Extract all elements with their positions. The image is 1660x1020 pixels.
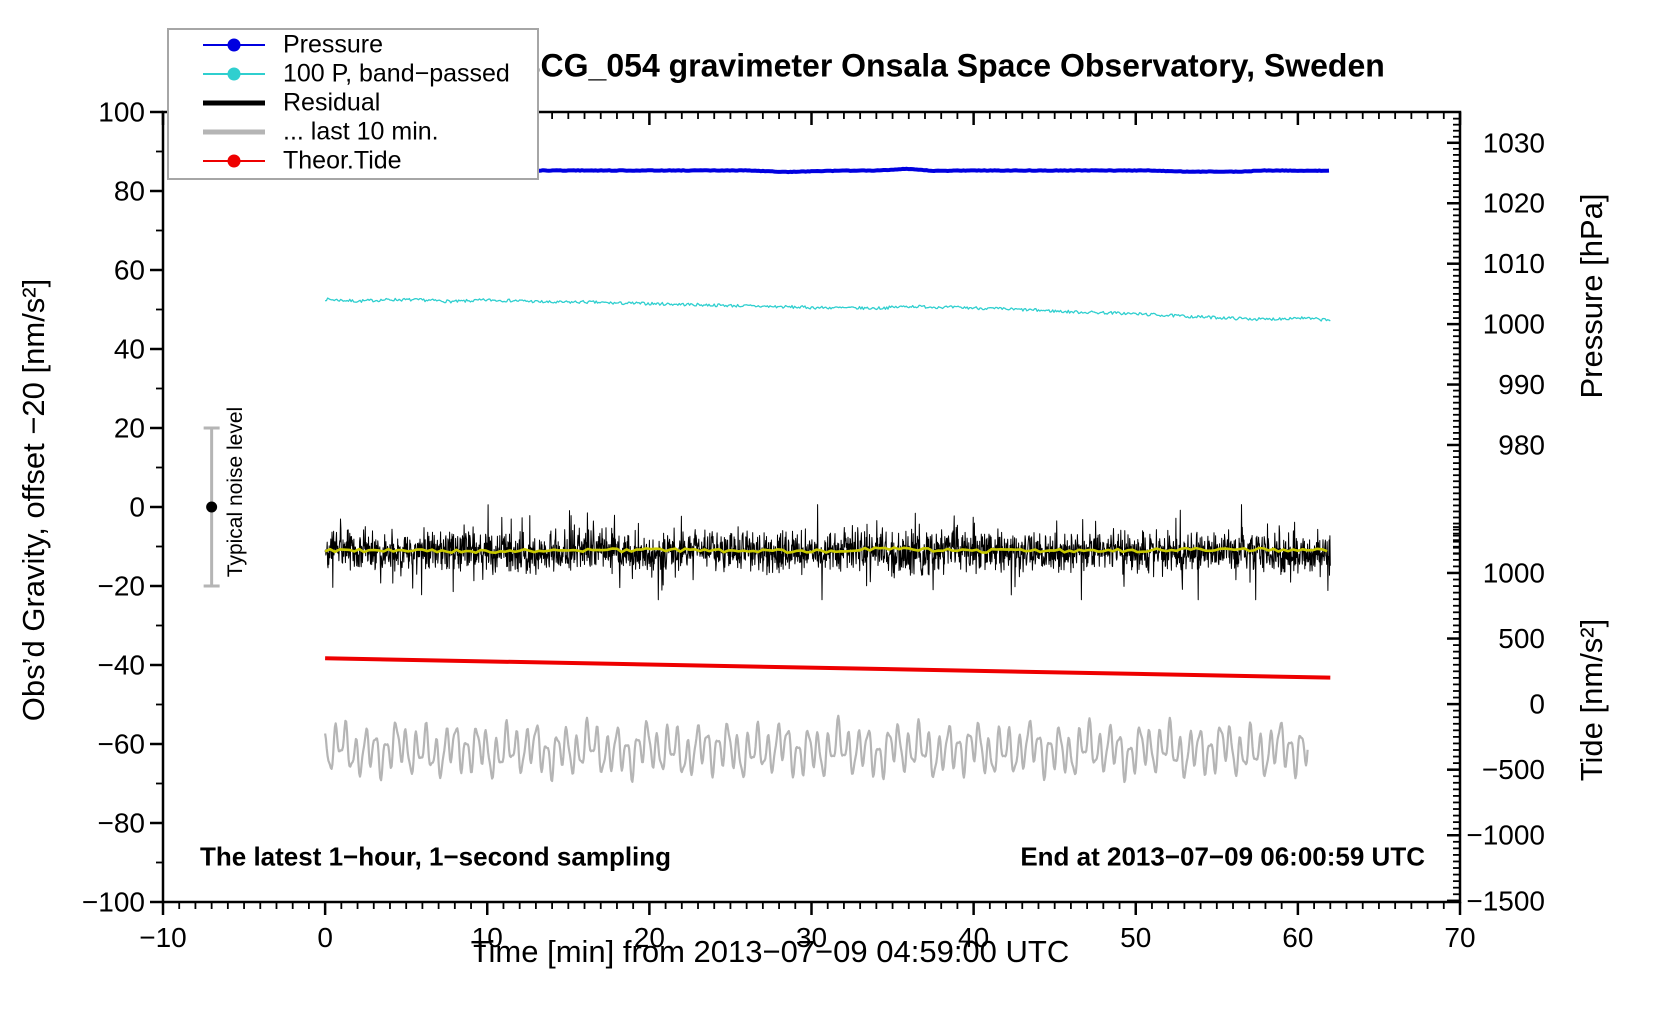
legend-label: Residual [283,88,381,116]
legend-entry: Theor.Tide [169,146,537,175]
y-tick-label: −60 [98,729,146,760]
pressure-tick-label: 1020 [1483,188,1545,219]
tide-tick-label: 1000 [1483,557,1545,588]
legend-line [203,129,265,134]
chart-title: SCG_054 gravimeter Onsala Space Observat… [519,47,1385,84]
x-axis-label: Time [min] from 2013−07−09 04:59:00 UTC [470,934,1070,969]
noise-level-bar [203,426,220,588]
x-tick-label: 10 [472,922,503,953]
y-tick-label: 100 [98,97,145,128]
right-axis-ticks: 1030 1020 1010 1000 990 980 1000 500 0 −500 −1000 −… [1447,117,1545,916]
legend-dot [227,38,241,51]
series-band_passed [325,297,1331,322]
y-tick-label: 20 [114,413,145,444]
series-last_10_min [324,714,1309,784]
pressure-tick-label: 990 [1498,369,1545,400]
y-tick-label: −80 [98,808,146,839]
noise-bar-dot [206,501,218,513]
x-tick-label: 40 [958,922,989,953]
legend-label: ... last 10 min. [283,117,439,145]
tide-tick-label: −1000 [1466,820,1545,851]
pressure-tick-label: 980 [1498,429,1545,460]
x-tick-label: 70 [1444,922,1475,953]
legend-marker-residual [203,88,265,117]
legend-marker-pressure [203,30,265,59]
x-axis-ticks: −10 0 10 20 30 40 50 60 70 [139,112,1476,953]
x-tick-label: 30 [796,922,827,953]
tide-tick-label: −1500 [1466,885,1545,916]
x-tick-label: 60 [1282,922,1313,953]
legend-entry: Residual [169,88,537,117]
series-theor_tide [325,656,1331,680]
y-tick-label: −20 [98,571,146,602]
end-time-note: End at 2013−07−09 06:00:59 UTC [1020,841,1425,872]
y-axis-label-gravity: Obs’d Gravity, offset −20 [nm/s²] [16,278,51,722]
sampling-note: The latest 1−hour, 1−second sampling [200,841,672,872]
legend-entry: 100 P, band−passed [169,59,537,88]
legend-dot [227,154,241,167]
legend-dot [227,67,241,80]
y-tick-label: 0 [129,492,145,523]
legend-marker--last-10-min- [203,117,265,146]
y-tick-label: −100 [82,887,145,918]
x-tick-label: 50 [1120,922,1151,953]
series-residual_smooth [324,546,1328,554]
y-axis-label-pressure: Pressure [hPa] [1574,193,1609,399]
x-tick-label: 0 [317,922,333,953]
legend-marker-theor-tide [203,146,265,175]
noise-level-label: Typical noise level [224,406,247,578]
pressure-tick-label: 1000 [1483,309,1545,340]
tide-tick-label: 500 [1498,623,1545,654]
data-series [324,166,1331,784]
y-axis-ticks: 100 80 60 40 20 0 −20 −40 −60 −80 −100 [82,97,163,918]
y-tick-label: 60 [114,255,145,286]
legend-entry: Pressure [169,30,537,59]
pressure-tick-label: 1030 [1483,127,1545,158]
legend-entry: ... last 10 min. [169,117,537,146]
plot-frame [161,110,1462,904]
legend-line [203,100,265,105]
series-residual [324,504,1331,601]
plot-border [161,110,1462,904]
y-tick-label: 80 [114,176,145,207]
legend-marker-100-p-band-passed [203,59,265,88]
y-tick-label: −40 [98,650,146,681]
legend: Pressure 100 P, band−passed Residual... la… [167,28,539,180]
x-tick-label: 20 [634,922,665,953]
pressure-tick-label: 1010 [1483,248,1545,279]
tide-tick-label: −500 [1482,754,1545,785]
tide-tick-label: 0 [1529,689,1545,720]
legend-label: Pressure [283,30,384,58]
y-tick-label: 40 [114,334,145,365]
legend-label: 100 P, band−passed [283,59,510,87]
x-tick-label: −10 [139,922,187,953]
y-axis-label-tide: Tide [nm/s²] [1574,618,1609,782]
legend-label: Theor.Tide [283,146,402,174]
